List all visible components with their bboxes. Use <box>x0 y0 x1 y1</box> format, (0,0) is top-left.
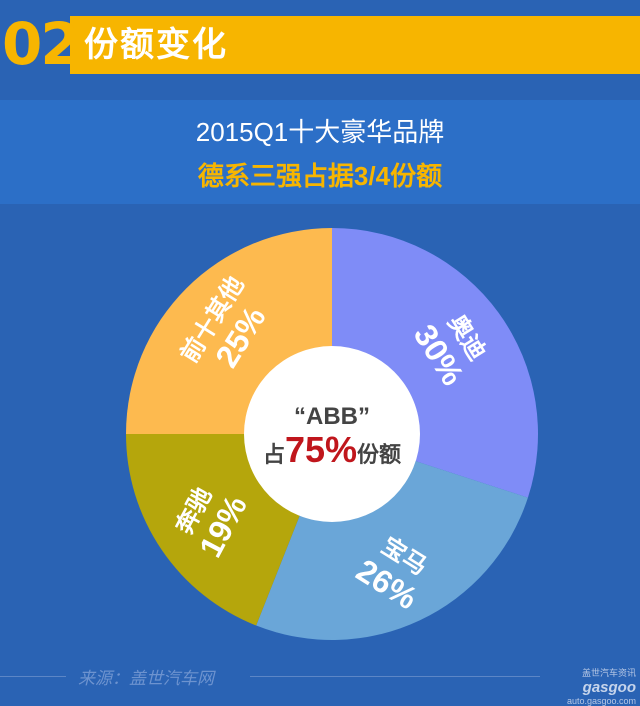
center-prefix: 占 <box>263 442 285 467</box>
source-line-right <box>250 676 540 677</box>
chart-title: 2015Q1十大豪华品牌 <box>195 117 445 147</box>
watermark-logo: gasgoo <box>582 679 636 696</box>
header-stripe <box>70 16 640 74</box>
watermark-line1: 盖世汽车资讯 <box>581 668 636 678</box>
center-label: “ABB” <box>294 403 370 430</box>
chart-highlight: 德系三强占据3/4份额 <box>197 161 443 191</box>
donut-hole <box>244 346 420 522</box>
center-share: 占75%份额 <box>263 429 401 470</box>
section-number: 02 <box>2 10 81 78</box>
section-title: 份额变化 <box>84 26 228 64</box>
center-value: 75% <box>285 429 357 470</box>
source-text: 来源：盖世汽车网 <box>78 669 214 688</box>
watermark: 盖世汽车资讯 gasgoo auto.gasgoo.com <box>544 666 636 706</box>
source-line-left <box>0 676 66 677</box>
subtitle-band <box>0 100 640 204</box>
center-suffix: 份额 <box>357 442 401 467</box>
watermark-url: auto.gasgoo.com <box>566 696 636 706</box>
